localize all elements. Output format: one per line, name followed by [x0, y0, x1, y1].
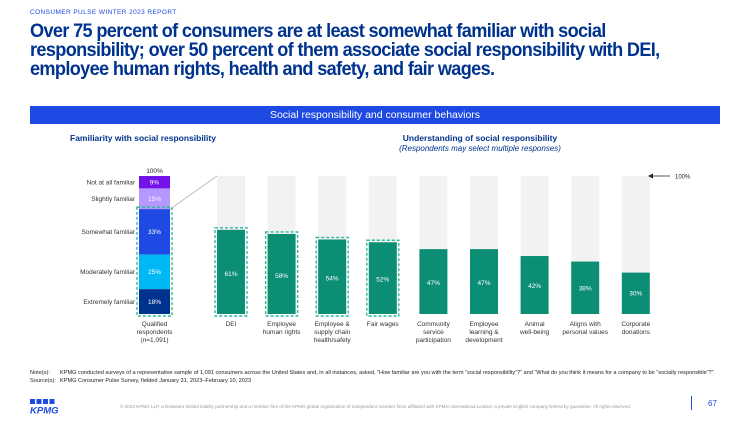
bar-category-label-5-2: development — [465, 337, 502, 344]
right-chart-subtitle: (Respondents may select multiple respons… — [399, 144, 561, 153]
bar-category-label-1-1: human rights — [263, 329, 301, 336]
stacked-legend-3: Moderately familiar — [80, 269, 136, 276]
stacked-total-label: 100% — [146, 168, 163, 175]
stacked-segment-label-3: 25% — [148, 269, 161, 276]
bar-category-label-0-0: DEI — [226, 321, 237, 328]
bar-value-label-6: 42% — [528, 283, 541, 290]
bar-3 — [368, 242, 397, 314]
stacked-segment-4 — [139, 289, 170, 314]
footnotes: Note(s): KPMG conducted surveys of a repr… — [30, 370, 714, 385]
right-chart-title: Understanding of social responsibility — [402, 133, 558, 143]
notes-label: Note(s): — [30, 370, 50, 376]
bar-background-1 — [267, 176, 296, 314]
stacked-category-label-3: (n=1,091) — [140, 337, 168, 344]
stacked-legend-1: Slightly familiar — [91, 196, 136, 203]
reference-label: 100% — [675, 175, 691, 181]
bar-value-label-7: 38% — [579, 285, 592, 292]
bar-category-label-7-1: personal values — [562, 329, 608, 336]
notes-line: Note(s): KPMG conducted surveys of a repr… — [30, 370, 714, 378]
bar-background-3 — [368, 176, 397, 314]
highlight-box-3 — [366, 239, 400, 317]
stacked-segment-2 — [139, 209, 170, 255]
stacked-segment-label-4: 18% — [148, 299, 161, 306]
bar-background-6 — [520, 176, 549, 314]
bar-category-label-2-2: health/safety — [314, 337, 352, 344]
stacked-legend-4: Extremely familiar — [83, 299, 135, 306]
bar-category-label-6-1: well-being — [519, 329, 550, 336]
bar-background-8 — [621, 176, 650, 314]
bar-background-2 — [318, 176, 347, 314]
bar-4 — [419, 249, 448, 314]
bar-category-label-7-0: Aligns with — [570, 321, 601, 328]
bar-5 — [470, 249, 498, 314]
page-number: 67 — [708, 399, 717, 408]
bar-category-label-4-2: participation — [416, 337, 451, 344]
bar-category-label-3-0: Fair wages — [367, 321, 400, 328]
highlight-box-2 — [315, 236, 349, 317]
bar-category-label-8-0: Corporate — [621, 321, 650, 328]
bar-2 — [318, 239, 347, 314]
left-chart-title: Familiarity with social responsibility — [70, 133, 216, 143]
highlight-box-familiar — [136, 206, 173, 317]
stacked-category-label-1: Qualified — [142, 321, 168, 328]
bar-category-label-5-0: Employee — [470, 321, 499, 328]
bar-6 — [520, 256, 549, 314]
highlight-box-1 — [264, 231, 299, 317]
stacked-legend-2: Somewhat familiar — [82, 229, 136, 236]
bar-1 — [267, 233, 296, 314]
stacked-segment-0 — [139, 176, 170, 189]
highlight-box-0 — [214, 227, 248, 317]
bar-category-label-4-1: service — [423, 329, 444, 336]
bar-value-label-2: 54% — [326, 275, 339, 282]
bar-value-label-4: 47% — [427, 280, 440, 287]
report-tag: CONSUMER PULSE WINTER 2023 REPORT — [30, 9, 177, 16]
notes-text: KPMG conducted surveys of a representati… — [60, 370, 714, 376]
bar-category-label-8-1: donations — [622, 329, 651, 336]
page-title: Over 75 percent of consumers are at leas… — [30, 20, 660, 80]
bar-value-label-3: 52% — [376, 277, 389, 284]
bar-background-0 — [217, 176, 245, 314]
source-line: Source(s): KPMG Consumer Pulse Survey, fi… — [30, 378, 714, 386]
source-label: Source(s): — [30, 377, 56, 384]
bar-category-label-5-1: learning & — [469, 329, 499, 336]
logo-text: KPMG — [30, 406, 59, 416]
bar-background-5 — [470, 176, 498, 314]
kpmg-logo: KPMG — [30, 399, 59, 416]
bar-value-label-8: 30% — [629, 290, 642, 297]
bar-category-label-2-1: supply chain — [314, 329, 351, 336]
connector-line — [169, 175, 218, 210]
stacked-segment-1 — [139, 188, 170, 210]
source-text: KPMG Consumer Pulse Survey, fielded Janu… — [60, 377, 252, 384]
bar-value-label-1: 58% — [275, 273, 288, 280]
right-chart-heading: Understanding of social responsibility (… — [360, 133, 600, 153]
page-separator — [691, 396, 692, 410]
stacked-legend-0: Not at all familiar — [87, 180, 136, 187]
stacked-segment-label-0: 9% — [150, 180, 160, 187]
stacked-category-label-2: respondents — [137, 329, 174, 336]
bar-8 — [621, 272, 650, 314]
bar-value-label-0: 61% — [224, 271, 237, 278]
stacked-segment-3 — [139, 254, 170, 290]
bar-background-4 — [419, 176, 448, 314]
bar-category-label-2-0: Employee & — [315, 321, 351, 328]
bar-0 — [217, 229, 245, 314]
bar-category-label-1-0: Employee — [267, 321, 296, 328]
bar-category-label-4-0: Community — [417, 321, 451, 328]
reference-arrow-head — [648, 173, 653, 179]
stacked-segment-label-2: 33% — [148, 229, 161, 236]
bar-background-7 — [571, 176, 600, 314]
bar-category-label-6-0: Animal — [525, 321, 545, 328]
section-banner: Social responsibility and consumer behav… — [30, 106, 720, 124]
stacked-segment-label-1: 15% — [148, 196, 161, 203]
bar-7 — [571, 261, 600, 314]
copyright: © 2023 KPMG LLP, a Delaware limited liab… — [120, 404, 632, 409]
bar-value-label-5: 47% — [477, 280, 490, 287]
